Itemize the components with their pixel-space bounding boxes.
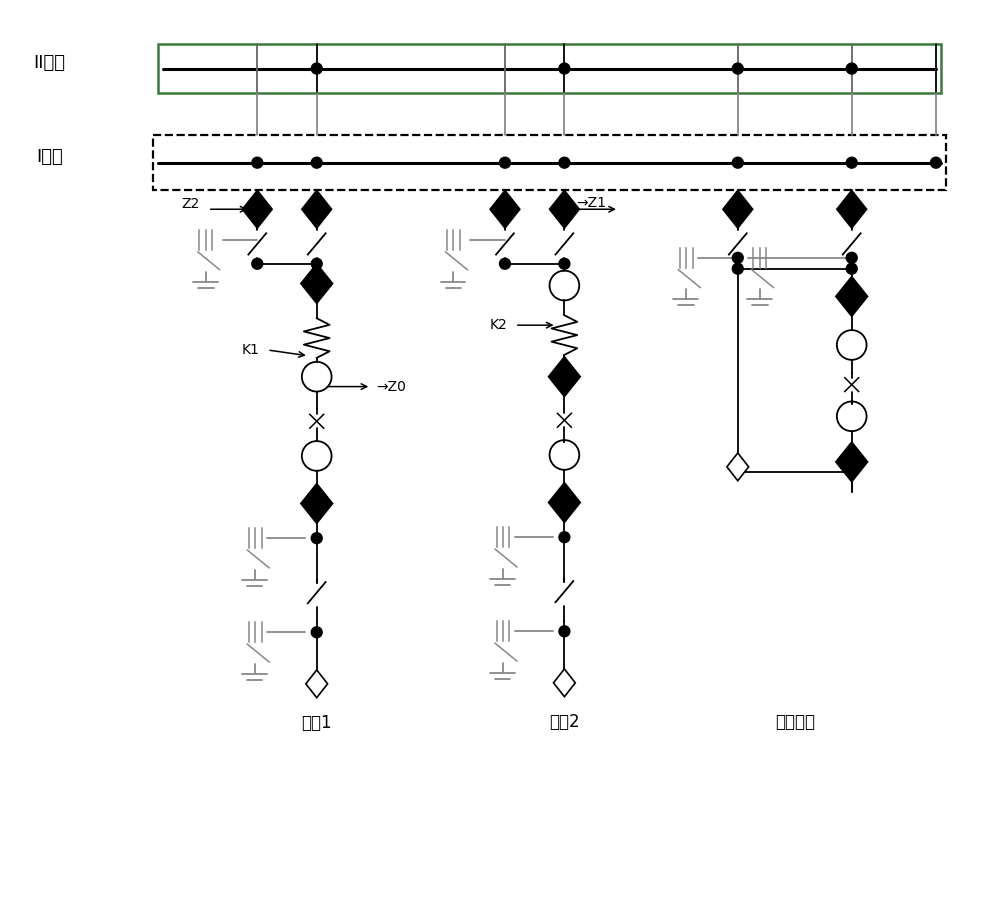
Polygon shape	[301, 483, 333, 523]
Polygon shape	[549, 482, 580, 522]
Circle shape	[846, 263, 857, 274]
Text: 母联开关: 母联开关	[775, 713, 815, 731]
Circle shape	[732, 158, 743, 168]
Text: 出线2: 出线2	[549, 713, 580, 731]
Polygon shape	[727, 453, 749, 481]
Polygon shape	[306, 670, 328, 698]
Polygon shape	[549, 357, 580, 397]
Text: 出线1: 出线1	[301, 714, 332, 732]
Circle shape	[559, 626, 570, 637]
Text: →Z1: →Z1	[576, 196, 606, 211]
Text: →Z0: →Z0	[376, 380, 406, 393]
Circle shape	[252, 158, 263, 168]
Circle shape	[846, 63, 857, 74]
Circle shape	[311, 63, 322, 74]
Circle shape	[846, 466, 857, 477]
Polygon shape	[836, 442, 868, 482]
Polygon shape	[836, 276, 868, 316]
Polygon shape	[302, 191, 332, 228]
Circle shape	[252, 258, 263, 269]
Circle shape	[559, 258, 570, 269]
Circle shape	[930, 158, 941, 168]
Circle shape	[559, 63, 570, 74]
Circle shape	[732, 63, 743, 74]
Text: II母线: II母线	[33, 54, 65, 72]
Polygon shape	[723, 191, 753, 228]
Text: I母线: I母线	[36, 148, 63, 166]
Polygon shape	[550, 191, 579, 228]
Circle shape	[311, 533, 322, 544]
Circle shape	[311, 258, 322, 269]
Circle shape	[846, 158, 857, 168]
Text: K2: K2	[489, 319, 507, 332]
Polygon shape	[490, 191, 520, 228]
Circle shape	[732, 252, 743, 263]
Circle shape	[500, 158, 510, 168]
Circle shape	[846, 252, 857, 263]
Text: Z2: Z2	[182, 197, 200, 211]
Circle shape	[732, 263, 743, 274]
Circle shape	[311, 158, 322, 168]
Circle shape	[559, 532, 570, 543]
Polygon shape	[554, 669, 575, 697]
Circle shape	[559, 158, 570, 168]
Polygon shape	[242, 191, 272, 228]
Text: K1: K1	[241, 343, 259, 357]
Circle shape	[500, 258, 510, 269]
Polygon shape	[837, 191, 867, 228]
Circle shape	[311, 626, 322, 638]
Polygon shape	[301, 264, 333, 303]
